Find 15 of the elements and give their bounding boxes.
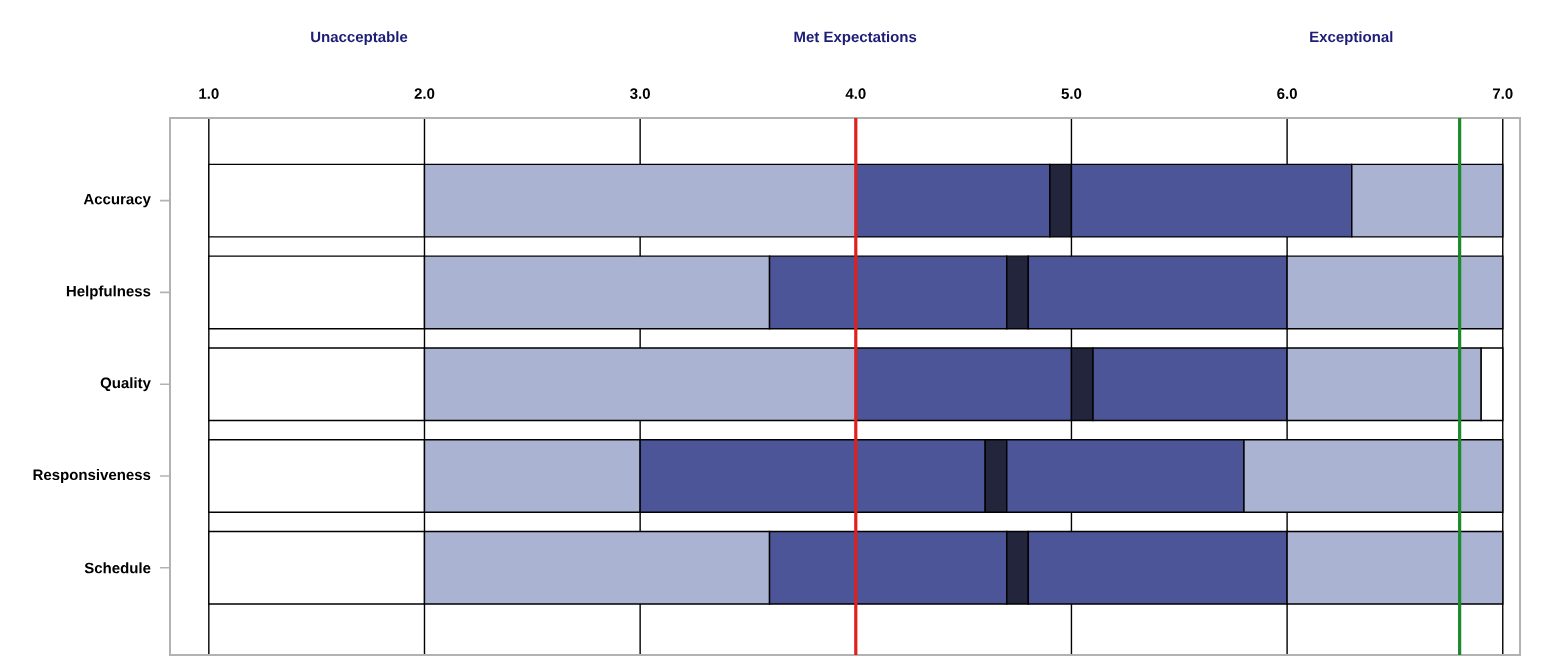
y-tick-label: Schedule (84, 562, 151, 574)
x-tick-label: 2.0 (414, 88, 435, 99)
x-tick-label: 6.0 (1277, 88, 1297, 99)
x-tick-label: 3.0 (630, 88, 650, 99)
x-tick-label: 1.0 (199, 88, 219, 99)
text: Met Expectations (794, 31, 917, 46)
text: Unacceptable (311, 31, 408, 46)
y-tick-label: Helpfulness (66, 285, 151, 300)
y-tick-label: Responsiveness (33, 469, 151, 483)
y-tick-label: Quality (100, 377, 151, 392)
x-tick-label: 4.0 (845, 88, 866, 99)
x-tick-label: 5.0 (1061, 88, 1082, 99)
x-tick-label: 7.0 (1493, 88, 1513, 99)
text: Exceptional (1310, 31, 1393, 46)
y-tick-label: Accuracy (83, 193, 151, 208)
